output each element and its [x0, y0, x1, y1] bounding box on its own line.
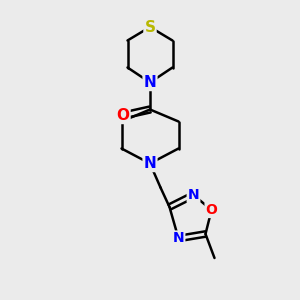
Text: O: O [206, 203, 218, 217]
Text: N: N [188, 188, 199, 202]
Text: N: N [173, 232, 184, 245]
Text: O: O [116, 108, 130, 123]
Text: N: N [144, 156, 156, 171]
Text: S: S [145, 20, 155, 34]
Text: N: N [144, 75, 156, 90]
